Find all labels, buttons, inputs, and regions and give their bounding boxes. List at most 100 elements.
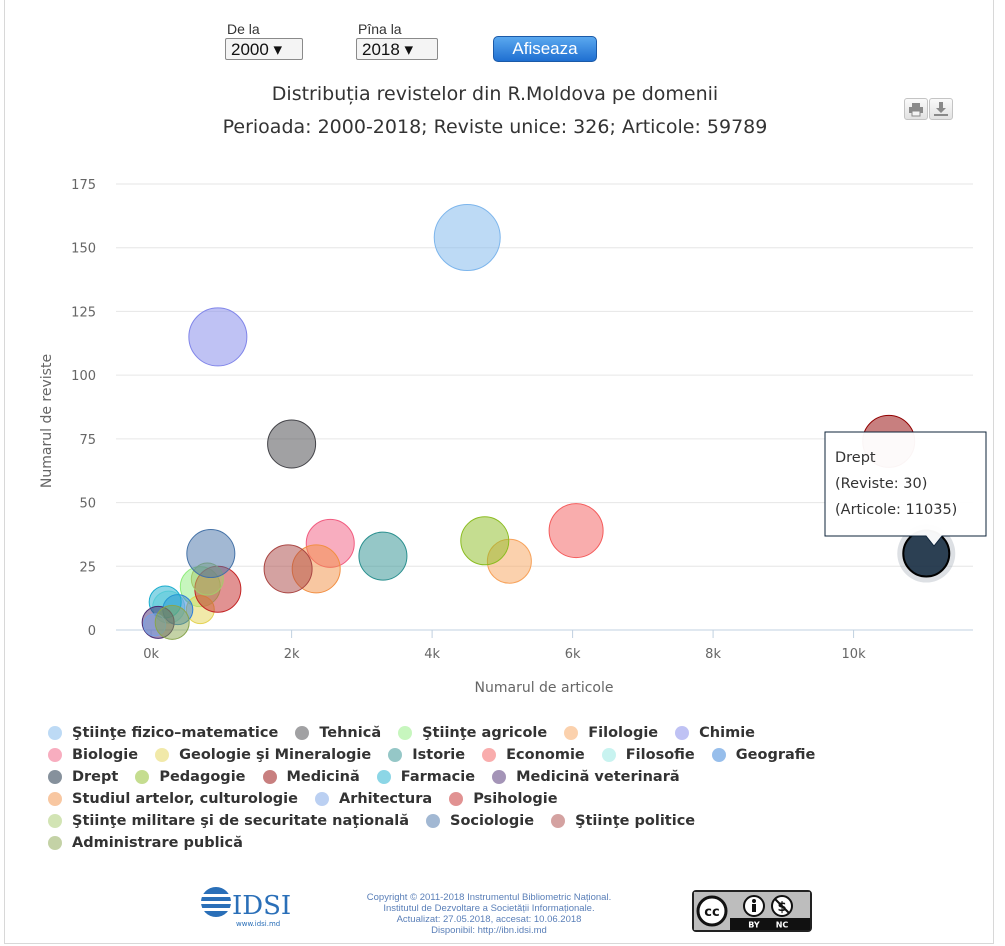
print-icon	[909, 103, 923, 117]
legend-item[interactable]: Geologie şi Mineralogie	[155, 747, 371, 763]
legend-label: Sociologie	[450, 813, 535, 829]
legend-item[interactable]: Istorie	[388, 747, 465, 763]
legend-item[interactable]: Chimie	[675, 725, 755, 741]
legend-label: Ştiinţe politice	[575, 813, 696, 829]
legend-label: Tehnică	[319, 725, 382, 741]
footer-line-3: Actualizat: 27.05.2018, accesat: 10.06.2…	[396, 914, 582, 925]
footer-line-1: Copyright © 2011-2018 Instrumentul Bibli…	[366, 892, 612, 903]
legend-item[interactable]: Medicină veterinară	[492, 769, 680, 785]
show-button[interactable]: Afiseaza	[493, 36, 597, 62]
bubble-sociologie[interactable]	[186, 529, 236, 579]
legend-item[interactable]: Arhitectura	[314, 791, 433, 807]
legend-item[interactable]: Medicină	[262, 769, 360, 785]
y-tick-label: 100	[71, 369, 96, 384]
from-year-select[interactable]: 2000 ▾	[225, 38, 303, 60]
legend-marker	[711, 748, 726, 762]
legend-label: Administrare publică	[72, 835, 243, 851]
legend-item[interactable]: Psihologie	[449, 791, 558, 807]
legend-row: Drept Pedagogie Medicină Farmacie Medicină v…	[48, 766, 978, 788]
chart-subtitle: Perioada: 2000-2018; Reviste unice: 326;…	[222, 116, 768, 138]
footer-line-2: Institutul de Dezvoltare a Societății In…	[383, 903, 595, 914]
legend-marker	[449, 792, 464, 806]
y-tick-label: 150	[71, 242, 96, 257]
legend-item[interactable]: Ştiinţe agricole	[398, 725, 547, 741]
legend-marker	[48, 748, 62, 762]
x-axis-label: Numarul de articole	[475, 680, 614, 696]
idsi-globe-icon: IDSI www.idsi.md	[200, 887, 291, 928]
legend-marker	[48, 792, 62, 806]
legend-marker	[551, 814, 566, 828]
y-tick-label: 125	[71, 305, 96, 320]
legend-marker	[48, 770, 62, 784]
legend-item[interactable]: Ştiinţe militare şi de securitate naţion…	[48, 813, 409, 829]
legend-item[interactable]: Farmacie	[376, 769, 475, 785]
legend-label: Filologie	[588, 725, 659, 741]
tooltip-articole: (Articole: 11035)	[835, 502, 957, 518]
legend-label: Chimie	[699, 725, 756, 741]
legend-item[interactable]: Ştiinţe fizico–matematice	[48, 725, 278, 741]
bubble-administrare-publica[interactable]	[154, 604, 190, 640]
bubble-istorie[interactable]	[358, 531, 408, 581]
bubble-chimie[interactable]	[188, 307, 248, 367]
y-tick-label: 0	[88, 624, 96, 639]
x-tick-label: 0k	[143, 647, 159, 662]
legend-label: Economie	[506, 747, 585, 763]
legend-item[interactable]: Pedagogie	[135, 769, 246, 785]
y-tick-label: 175	[71, 178, 96, 193]
legend-label: Ştiinţe militare şi de securitate naţion…	[72, 813, 409, 829]
cc-license-badge[interactable]: cc $ BY NC	[692, 890, 812, 932]
legend-label: Studiul artelor, culturologie	[72, 791, 298, 807]
legend-marker	[135, 770, 150, 784]
legend-item[interactable]: Drept	[48, 769, 118, 785]
bubble-stiinte-fizico-matematice[interactable]	[433, 204, 501, 272]
tooltip-box	[824, 431, 987, 547]
y-tick-label: 75	[79, 433, 96, 448]
legend-marker	[564, 726, 579, 740]
bubble-pedagogie[interactable]	[460, 516, 510, 566]
legend-marker	[155, 748, 170, 762]
tooltip-title: Drept	[835, 450, 876, 466]
bubble-drept[interactable]	[902, 529, 951, 578]
legend-marker	[601, 748, 616, 762]
idsi-logo-url: www.idsi.md	[236, 920, 280, 928]
legend-label: Filosofie	[625, 747, 695, 763]
footer-line-4[interactable]: Disponibil: http://ibn.idsi.md	[431, 925, 547, 936]
download-button[interactable]	[929, 98, 953, 120]
legend-item[interactable]: Economie	[482, 747, 585, 763]
footer-copyright: Copyright © 2011-2018 Instrumentul Bibli…	[304, 892, 674, 936]
legend-item[interactable]: Filologie	[564, 725, 658, 741]
legend-label: Biologie	[72, 747, 139, 763]
cc-license-icon: cc $ BY NC	[694, 892, 810, 930]
legend-label: Istorie	[412, 747, 466, 763]
legend-item[interactable]: Geografie	[711, 747, 816, 763]
legend-item[interactable]: Tehnică	[295, 725, 381, 741]
legend-item[interactable]: Filosofie	[601, 747, 695, 763]
bubble-tehnica[interactable]	[267, 419, 317, 469]
idsi-logo[interactable]: IDSI www.idsi.md	[196, 880, 306, 936]
legend-item[interactable]: Studiul artelor, culturologie	[48, 791, 298, 807]
to-year-select[interactable]: 2018 ▾	[356, 38, 438, 60]
y-tick-label: 50	[79, 497, 96, 512]
grid-lines	[116, 183, 973, 631]
legend-row: Ştiinţe fizico–matematice Tehnică Ştiinţe …	[48, 722, 978, 744]
print-button[interactable]	[904, 98, 928, 120]
legend-marker	[492, 770, 507, 784]
legend-item[interactable]: Sociologie	[426, 813, 534, 829]
legend-item[interactable]: Biologie	[48, 747, 138, 763]
legend-item[interactable]: Administrare publică	[48, 835, 243, 851]
bubble-stiinte-politice[interactable]	[263, 544, 313, 594]
chart-legend: Ştiinţe fizico–matematice Tehnică Ştiinţe …	[48, 722, 978, 854]
legend-marker	[48, 726, 62, 740]
legend-item[interactable]: Ştiinţe politice	[551, 813, 695, 829]
x-tick-labels: 0k 2k 4k 6k 8k 10k	[143, 630, 866, 662]
bubble-economie[interactable]	[548, 503, 604, 559]
bubbles	[141, 204, 956, 640]
legend-label: Medicină veterinară	[516, 769, 680, 785]
y-tick-label: 25	[79, 560, 96, 575]
bubble-chart: 0 25 50 75 100 125 150 175 0k 2k 4k 6k 8k 10k Numaru…	[39, 178, 987, 696]
y-axis-label: Numarul de reviste	[39, 354, 55, 488]
legend-label: Geografie	[735, 747, 816, 763]
x-tick-label: 4k	[424, 647, 440, 662]
legend-label: Arhitectura	[338, 791, 433, 807]
legend-row: Administrare publică	[48, 832, 978, 854]
